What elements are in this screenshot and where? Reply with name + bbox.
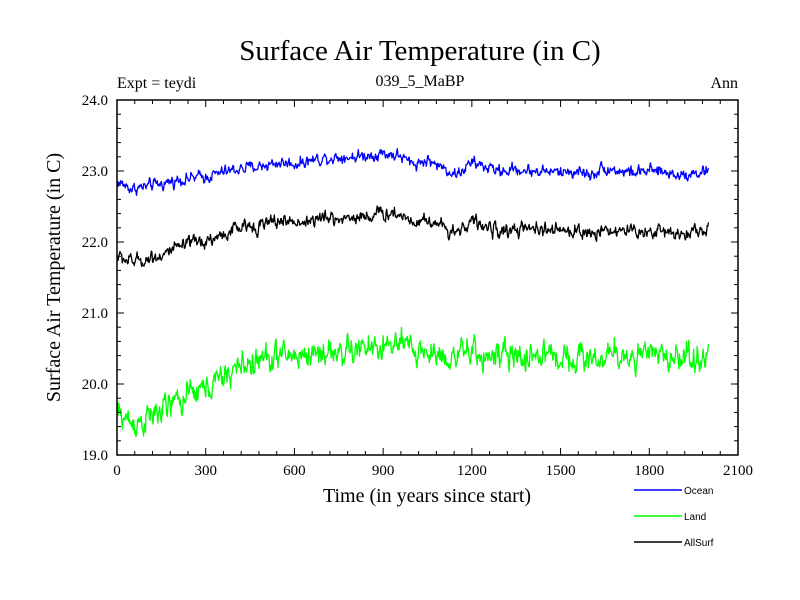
season-label: Ann [710, 75, 738, 92]
legend-label-allsurf: AllSurf [684, 538, 714, 549]
experiment-label: Expt = teydi [117, 75, 197, 92]
x-tick-label: 1800 [634, 463, 664, 479]
x-tick-label: 600 [283, 463, 306, 479]
x-tick-label: 2100 [723, 463, 753, 479]
y-axis-label: Surface Air Temperature (in C) [43, 153, 65, 402]
y-tick-label: 24.0 [82, 93, 108, 109]
series-group [116, 147, 710, 438]
series-line-ocean [116, 147, 710, 196]
y-tick-label: 19.0 [82, 448, 108, 464]
axis-ticks: 0 300 600 900 1200 1500 1800 2100 19.0 20.0 21.0 22… [82, 93, 753, 479]
y-tick-label: 23.0 [82, 164, 108, 180]
x-tick-label: 300 [194, 463, 217, 479]
legend: Ocean Land AllSurf [634, 486, 714, 549]
x-tick-label: 1200 [457, 463, 487, 479]
x-tick-label: 0 [113, 463, 121, 479]
y-tick-label: 22.0 [82, 235, 108, 251]
x-tick-label: 900 [372, 463, 395, 479]
plot-frame [116, 99, 739, 456]
legend-label-ocean: Ocean [684, 486, 713, 497]
series-line-allsurf [116, 205, 710, 268]
chart-subtitle: 039_5_MaBP [376, 73, 465, 90]
y-tick-label: 20.0 [82, 377, 108, 393]
series-line-land [116, 326, 710, 438]
x-tick-label: 1500 [546, 463, 576, 479]
x-axis-label: Time (in years since start) [323, 485, 531, 507]
legend-label-land: Land [684, 512, 706, 523]
chart-title: Surface Air Temperature (in C) [239, 35, 600, 67]
y-tick-label: 21.0 [82, 306, 108, 322]
